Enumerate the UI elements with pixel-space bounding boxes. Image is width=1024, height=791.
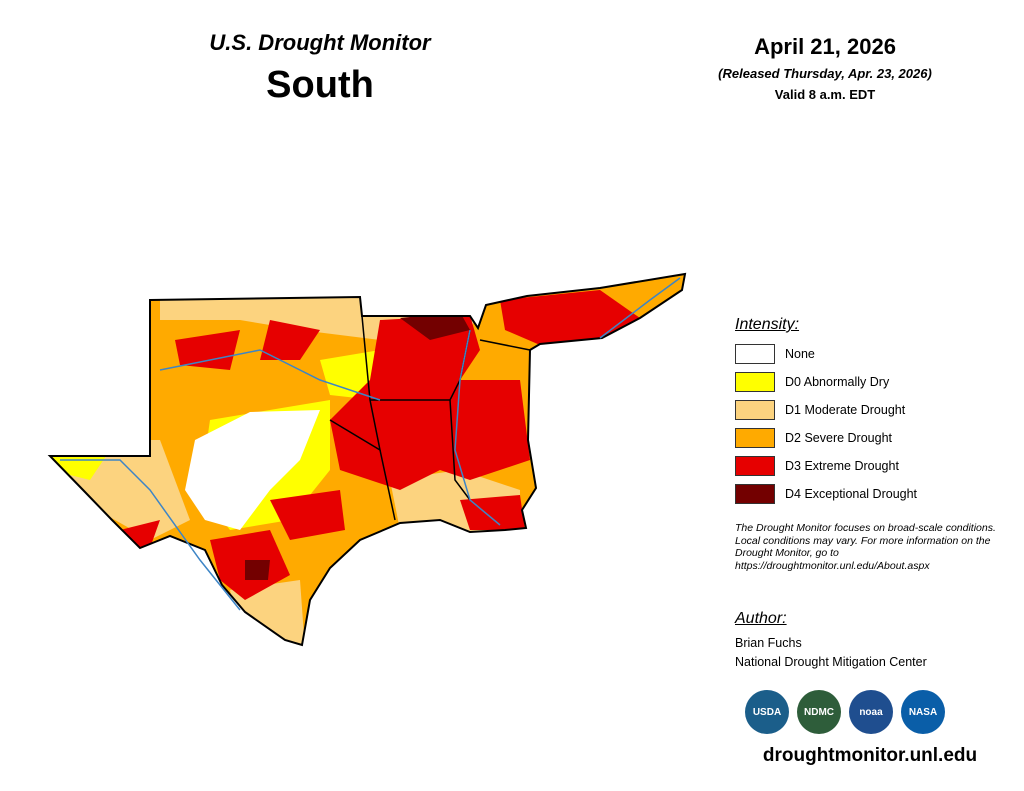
legend-swatch: [735, 400, 775, 420]
valid: Valid 8 a.m. EDT: [774, 87, 876, 102]
legend-label: D1 Moderate Drought: [785, 403, 906, 417]
area: [400, 312, 470, 340]
area: [175, 330, 240, 370]
legend-label: D3 Extreme Drought: [785, 459, 899, 473]
author-line: Brian Fuchs: [735, 636, 802, 650]
legend-swatch: [735, 456, 775, 476]
river: [454, 329, 501, 526]
area: [245, 560, 270, 580]
note: The Drought Monitor focuses on broad-sca…: [735, 522, 996, 572]
footer-url: droughtmonitor.unl.edu: [762, 745, 978, 766]
border: [449, 399, 471, 501]
region: South: [266, 64, 374, 106]
river: [60, 459, 241, 611]
drought-areas: [50, 274, 685, 645]
logo: NDMC: [797, 690, 841, 734]
legend-label: None: [785, 347, 815, 361]
border: [479, 339, 531, 351]
legend-swatch: [735, 372, 775, 392]
area: [260, 320, 320, 360]
date: April 21, 2026: [754, 34, 896, 59]
border: [329, 315, 382, 452]
legend-swatch: [735, 344, 775, 364]
area: [185, 410, 320, 530]
area: [460, 495, 525, 530]
area: [270, 490, 345, 540]
state-borders: [329, 315, 531, 521]
logo: NASA: [901, 690, 945, 734]
river: [159, 349, 381, 401]
legend-swatch: [735, 428, 775, 448]
author-line: National Drought Mitigation Center: [735, 655, 927, 669]
area: [500, 290, 640, 345]
rivers: [60, 277, 681, 611]
legend-swatch: [735, 484, 775, 504]
legend-label: D4 Exceptional Drought: [785, 487, 918, 501]
released: (Released Thursday, Apr. 23, 2026): [718, 66, 932, 81]
border: [379, 449, 396, 521]
title: U.S. Drought Monitor: [209, 30, 431, 55]
legend-label: D2 Severe Drought: [785, 431, 893, 445]
river: [599, 277, 681, 339]
legend-title: Intensity:: [735, 316, 800, 333]
area: [160, 290, 380, 340]
legend-label: D0 Abnormally Dry: [785, 375, 890, 389]
map: [49, 273, 686, 646]
author-title: Author:: [735, 610, 787, 627]
logo: noaa: [849, 690, 893, 734]
logo: USDA: [745, 690, 789, 734]
